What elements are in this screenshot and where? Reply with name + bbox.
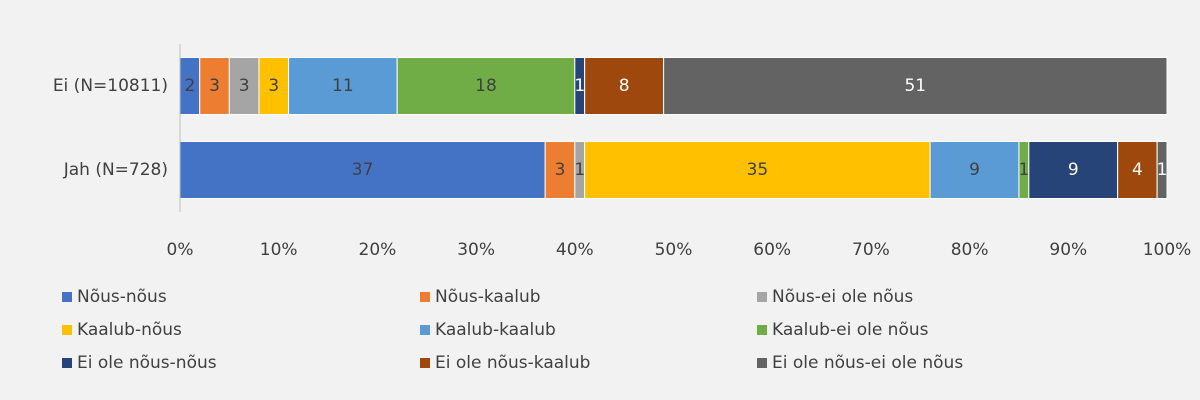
x-tick-label: 100% bbox=[1143, 240, 1192, 260]
data-label: 4 bbox=[1132, 160, 1143, 180]
data-label: 18 bbox=[475, 76, 497, 96]
legend-swatch bbox=[62, 325, 72, 335]
data-label: 3 bbox=[209, 76, 220, 96]
bar-segment bbox=[179, 141, 546, 199]
legend-swatch bbox=[420, 325, 430, 335]
legend-label: Nõus-nõus bbox=[77, 287, 167, 307]
legend-swatch bbox=[420, 292, 430, 302]
data-label: 1 bbox=[1157, 160, 1168, 180]
x-tick-label: 90% bbox=[1049, 240, 1087, 260]
legend-label: Kaalub-kaalub bbox=[435, 320, 556, 340]
data-label: 1 bbox=[1018, 160, 1029, 180]
x-tick-label: 80% bbox=[951, 240, 989, 260]
data-label: 1 bbox=[574, 160, 585, 180]
x-tick-label: 50% bbox=[655, 240, 693, 260]
data-label: 8 bbox=[619, 76, 630, 96]
bar-segment bbox=[396, 57, 576, 115]
data-label: 3 bbox=[555, 160, 566, 180]
bar-segment bbox=[199, 57, 230, 115]
legend-swatch bbox=[62, 292, 72, 302]
legend-swatch bbox=[420, 358, 430, 368]
data-label: 9 bbox=[969, 160, 980, 180]
data-label: 3 bbox=[239, 76, 250, 96]
data-label: 9 bbox=[1068, 160, 1079, 180]
data-label: 3 bbox=[268, 76, 279, 96]
data-label: 51 bbox=[904, 76, 926, 96]
legend-label: Ei ole nõus-nõus bbox=[77, 353, 217, 373]
data-label: 37 bbox=[352, 160, 374, 180]
x-tick-label: 30% bbox=[457, 240, 495, 260]
bar-segment bbox=[663, 57, 1168, 115]
legend-label: Ei ole nõus-ei ole nõus bbox=[772, 353, 963, 373]
x-tick-label: 70% bbox=[852, 240, 890, 260]
data-label: 35 bbox=[747, 160, 769, 180]
x-tick-label: 10% bbox=[260, 240, 298, 260]
bar-segment bbox=[584, 141, 931, 199]
bar-segment bbox=[1117, 141, 1158, 199]
bar-segment bbox=[288, 57, 398, 115]
x-tick-label: 60% bbox=[753, 240, 791, 260]
legend-label: Kaalub-ei ole nõus bbox=[772, 320, 929, 340]
legend-swatch bbox=[757, 292, 767, 302]
data-label: 1 bbox=[574, 76, 585, 96]
legend-label: Nõus-kaalub bbox=[435, 287, 541, 307]
legend-swatch bbox=[757, 325, 767, 335]
legend-swatch bbox=[62, 358, 72, 368]
legend-label: Kaalub-nõus bbox=[77, 320, 182, 340]
y-tick-label: Ei (N=10811) bbox=[53, 76, 168, 96]
bar-segment bbox=[584, 57, 665, 115]
x-tick-label: 40% bbox=[556, 240, 594, 260]
legend-label: Nõus-ei ole nõus bbox=[772, 287, 913, 307]
bar-segment bbox=[1028, 141, 1119, 199]
x-tick-label: 20% bbox=[359, 240, 397, 260]
y-tick-label: Jah (N=728) bbox=[63, 160, 168, 180]
data-label: 11 bbox=[332, 76, 354, 96]
legend-swatch bbox=[757, 358, 767, 368]
x-tick-label: 0% bbox=[167, 240, 194, 260]
data-label: 2 bbox=[184, 76, 195, 96]
bar-segment bbox=[1156, 141, 1168, 199]
legend-label: Ei ole nõus-kaalub bbox=[435, 353, 590, 373]
